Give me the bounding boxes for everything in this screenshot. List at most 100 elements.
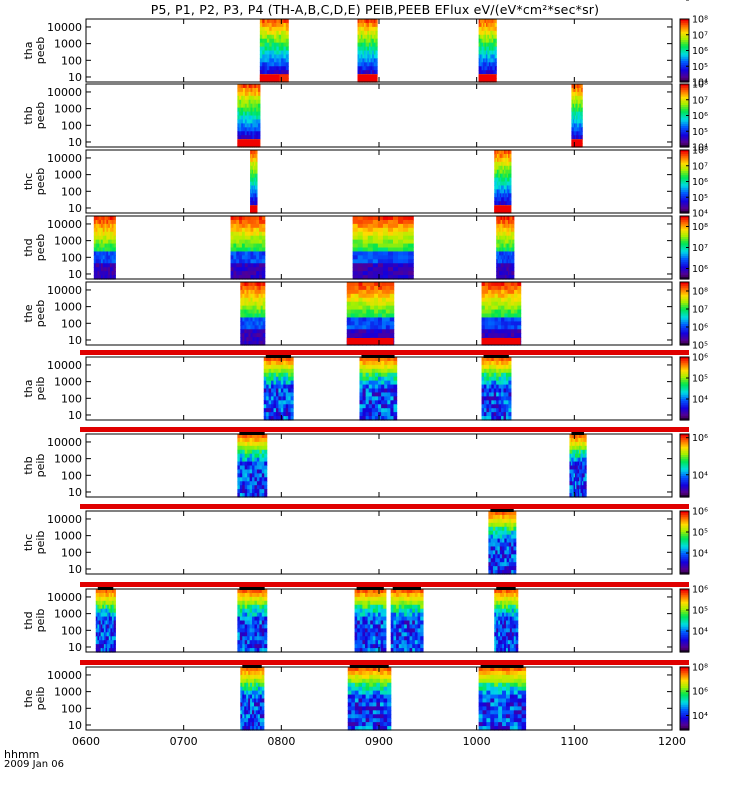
panel-3-heatmap-cell [499, 150, 502, 155]
panel-4-heatmap-cell [259, 247, 263, 253]
panel-2-heatmap-cell [580, 119, 582, 124]
panel-6-heatmap-cell [362, 368, 367, 374]
panel-5-heatmap-cell [346, 313, 352, 319]
panel-8-heatmap-cell [495, 514, 499, 520]
panel-3-heatmap-cell [505, 193, 508, 198]
panel-5-heatmap-cell [362, 325, 367, 330]
panel-4-heatmap-cell [382, 223, 389, 229]
panel-3-heatmap-cell [506, 153, 509, 159]
panel-9-heatmap-cell [372, 604, 377, 610]
panel-1-heatmap-cell [276, 42, 280, 48]
panel-6-heatmap-cell [387, 404, 391, 409]
panel-4-heatmap-cell [352, 235, 359, 241]
panel-8-heatmap-cell [488, 511, 492, 516]
panel-3-low-energy-bar [494, 206, 511, 213]
panel-6-heatmap-cell [501, 380, 505, 386]
panel-5-heatmap-cell [358, 305, 363, 311]
panel-9-heatmap-cell [110, 608, 113, 614]
panel-1-heatmap-cell [285, 78, 289, 83]
panel-5-heatmap-cell [358, 321, 363, 326]
panel-4-heatmap-cell [503, 219, 506, 225]
panel-4-heatmap-cell [250, 243, 254, 249]
panel-8-heatmap-cell [490, 558, 494, 563]
panel-2-heatmap-cell [244, 131, 248, 136]
panel-1-heatmap-cell [370, 46, 373, 52]
panel-1-heatmap-cell [281, 62, 285, 67]
panel-7-heatmap-cell [577, 434, 580, 439]
panel-5-heatmap-cell [497, 309, 502, 315]
panel-9-heatmap-cell [247, 592, 251, 598]
panel-2-heatmap-cell [573, 127, 575, 132]
panel-4-heatmap-cell [93, 223, 97, 229]
panel-4-heatmap-cell [93, 271, 97, 276]
panel-7-heatmap-cell [249, 485, 253, 490]
panel-3-heatmap-cell [501, 150, 504, 155]
panel-8-heatmap-cell [506, 566, 510, 571]
panel-5-heatmap-cell [244, 285, 248, 291]
panel-2-heatmap-cell [257, 123, 261, 128]
panel-6-heatmap-cell [268, 400, 272, 405]
panel-5-heatmap-cell [244, 289, 248, 295]
panel-1-heatmap-cell [283, 26, 287, 32]
panel-8-heatmap-cell [495, 562, 499, 567]
panel-6-heatmap-cell [481, 404, 485, 409]
panel-4-heatmap-cell [509, 251, 512, 256]
panel-6-colorbar-cell [680, 380, 689, 383]
panel-2-colorbar-tick-label: 10⁵ [692, 127, 708, 138]
panel-1-colorbar-tick-label: 10⁴ [692, 78, 708, 89]
panel-9-heatmap-cell [264, 616, 268, 622]
panel-1-heatmap-cell [365, 46, 368, 52]
panel-9-heatmap-cell [105, 640, 108, 645]
panel-7-heatmap-cell [259, 489, 263, 494]
panel-3-colorbar-cell [680, 196, 689, 199]
panel-1-heatmap-cell [487, 62, 490, 67]
panel-9-heatmap-cell [99, 632, 102, 637]
panel-6-heatmap-cell [365, 376, 370, 382]
panel-7-heatmap-cell [574, 453, 577, 459]
panel-7-heatmap-cell [239, 477, 243, 482]
panel-2-heatmap-cell [575, 91, 578, 97]
panel-5-heatmap-cell [491, 313, 496, 319]
panel-6-heatmap-cell [486, 400, 490, 405]
panel-4-heatmap-cell [408, 235, 414, 241]
panel-6-heatmap-cell [496, 376, 500, 382]
panel-5-heatmap-cell [370, 293, 375, 299]
panel-5-heatmap-cell [484, 285, 489, 291]
panel-8-heatmap-cell [492, 530, 496, 536]
panel-4-colorbar-cell [680, 258, 689, 261]
panel-1-heatmap-cell [283, 74, 287, 79]
panel-8-heatmap-cell [513, 554, 517, 559]
panel-9-heatmap-cell [383, 632, 387, 637]
panel-7-colorbar-cell [680, 438, 689, 441]
panel-8-heatmap-cell [495, 570, 499, 575]
panel-4-heatmap-cell [496, 251, 499, 256]
panel-9-heatmap-cell [256, 620, 260, 626]
panel-4-heatmap-cell [382, 216, 389, 221]
panel-6-heatmap-cell [273, 416, 277, 421]
panel-4-heatmap-cell [244, 267, 249, 272]
panel-4-heatmap-cell [233, 239, 237, 245]
panel-8-colorbar-cell [680, 550, 689, 554]
panel-1-heatmap-cell [368, 22, 372, 28]
panel-4-heatmap-cell [244, 263, 249, 268]
panel-2-heatmap-cell [241, 91, 244, 97]
panel-4-heatmap-cell [352, 231, 359, 237]
panel-1-heatmap-cell [281, 22, 285, 28]
panel-4-heatmap-cell [393, 267, 399, 272]
panel-4-colorbar-cell [680, 222, 689, 225]
panel-4-heatmap-cell [256, 219, 260, 225]
panel-5-heatmap-cell [484, 321, 489, 326]
panel-6-heatmap-cell [505, 368, 510, 374]
panel-1-heatmap-cell [271, 30, 275, 36]
panel-7-heatmap-cell [239, 453, 243, 459]
panel-8-colorbar-cell [680, 546, 689, 550]
panel-4-heatmap-cell [393, 223, 399, 229]
panel-9-heatmap-cell [375, 596, 379, 602]
panel-9-heatmap-cell [102, 640, 105, 645]
panel-5-heatmap-cell [389, 293, 395, 299]
panel-8-heatmap-cell [506, 570, 510, 575]
panel-7-colorbar-cell [680, 440, 689, 443]
panel-4-heatmap-cell [507, 267, 510, 272]
panel-6-heatmap-cell [483, 396, 488, 401]
panel-8-heatmap-cell [492, 526, 496, 532]
